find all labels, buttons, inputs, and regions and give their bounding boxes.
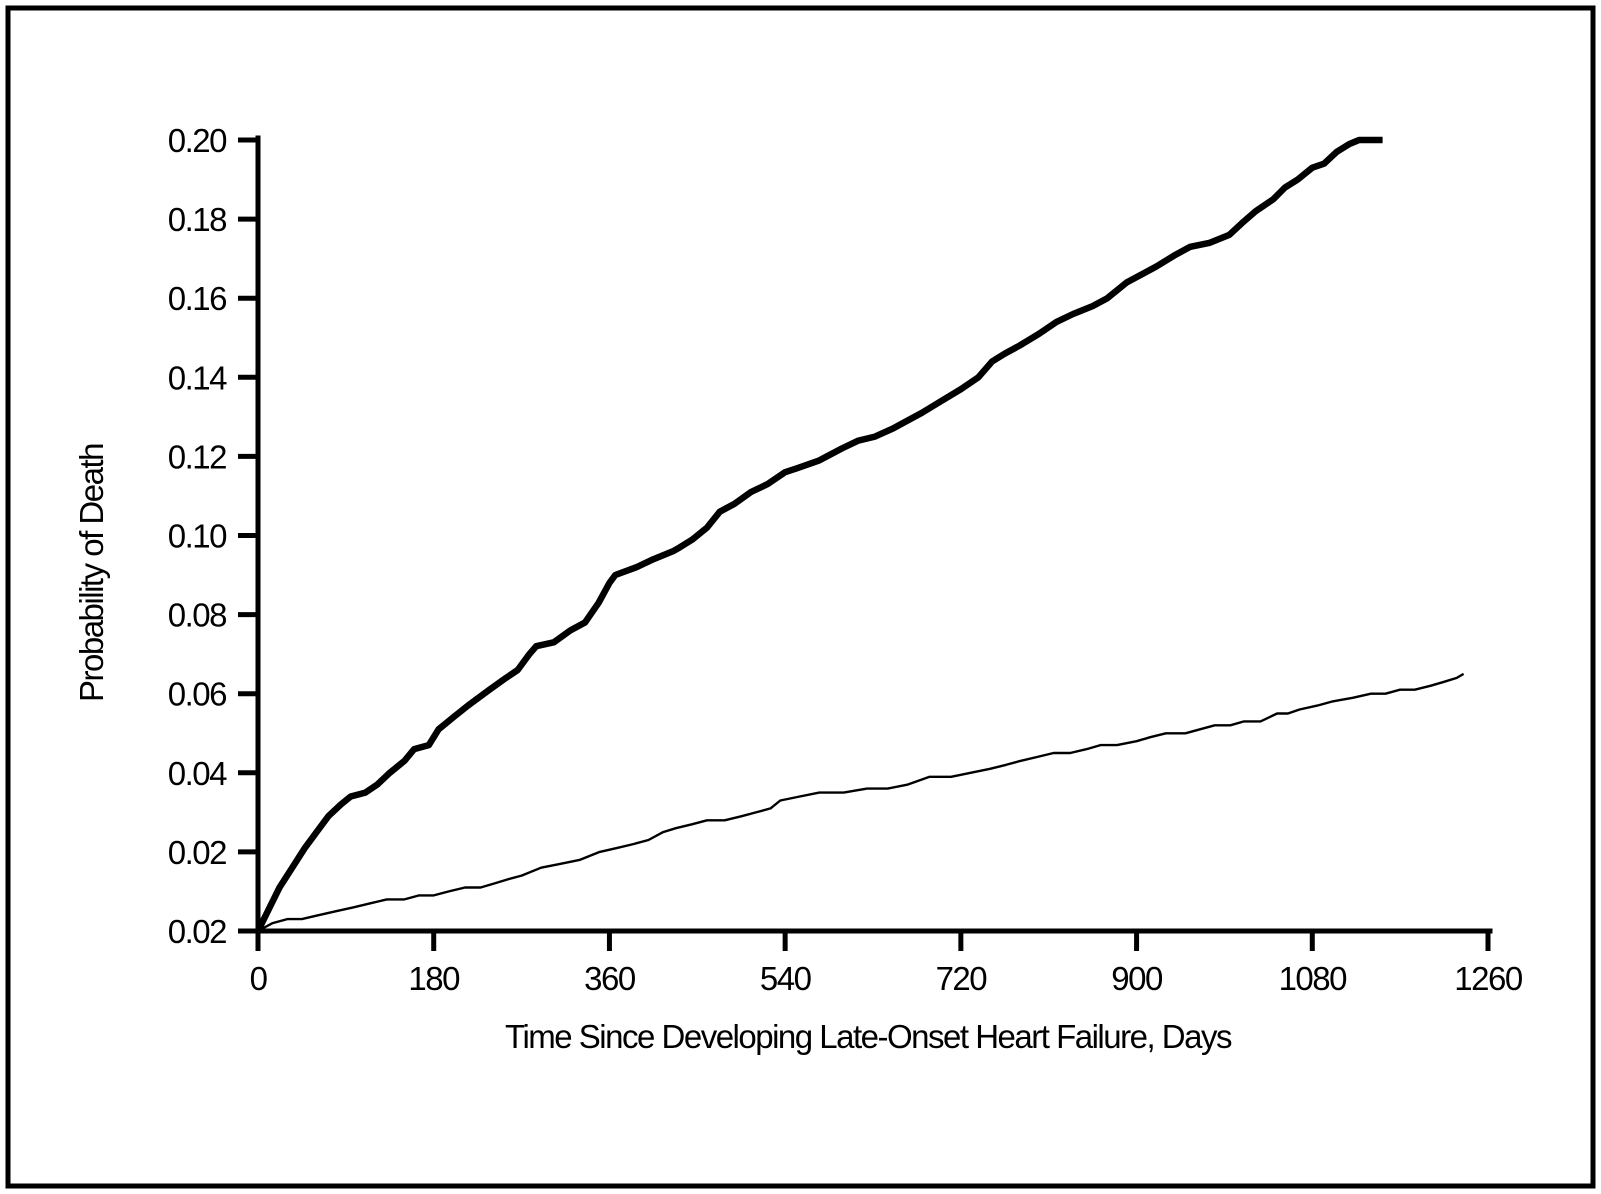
y-tick-label: 0.20 bbox=[168, 122, 227, 159]
y-tick-label: 0.12 bbox=[168, 438, 226, 475]
y-tick-label: 0.06 bbox=[168, 676, 226, 713]
x-tick-label: 720 bbox=[936, 960, 988, 997]
plot-area: 0 180 360 540 720 900 1080 1260 0.20 0.18 0.16 0.14… bbox=[168, 122, 1525, 997]
y-tick-label: 0.08 bbox=[168, 597, 226, 634]
y-tick-label: 0.14 bbox=[168, 359, 227, 396]
y-tick-label: 0.18 bbox=[168, 201, 226, 238]
y-tick-label: 0.02 bbox=[168, 834, 226, 871]
thick-upper-curve bbox=[255, 136, 1383, 933]
y-tick-label: 0.02 bbox=[168, 913, 226, 950]
thin-lower-curve bbox=[257, 672, 1465, 933]
x-axis-title: Time Since Developing Late-Onset Heart F… bbox=[505, 1018, 1232, 1055]
x-tick-label: 1260 bbox=[1454, 960, 1523, 997]
y-axis-title: Probability of Death bbox=[73, 444, 110, 702]
x-tick-label: 1080 bbox=[1279, 960, 1348, 997]
x-tick-label: 0 bbox=[250, 960, 268, 997]
x-tick-label: 360 bbox=[584, 960, 636, 997]
x-tick-label: 540 bbox=[760, 960, 812, 997]
x-tick-label: 900 bbox=[1111, 960, 1163, 997]
y-tick-label: 0.16 bbox=[168, 280, 226, 317]
x-tick-label: 180 bbox=[408, 960, 460, 997]
y-tick-label: 0.04 bbox=[168, 755, 227, 792]
figure-border bbox=[5, 5, 1596, 1189]
y-tick-label: 0.10 bbox=[168, 518, 227, 555]
